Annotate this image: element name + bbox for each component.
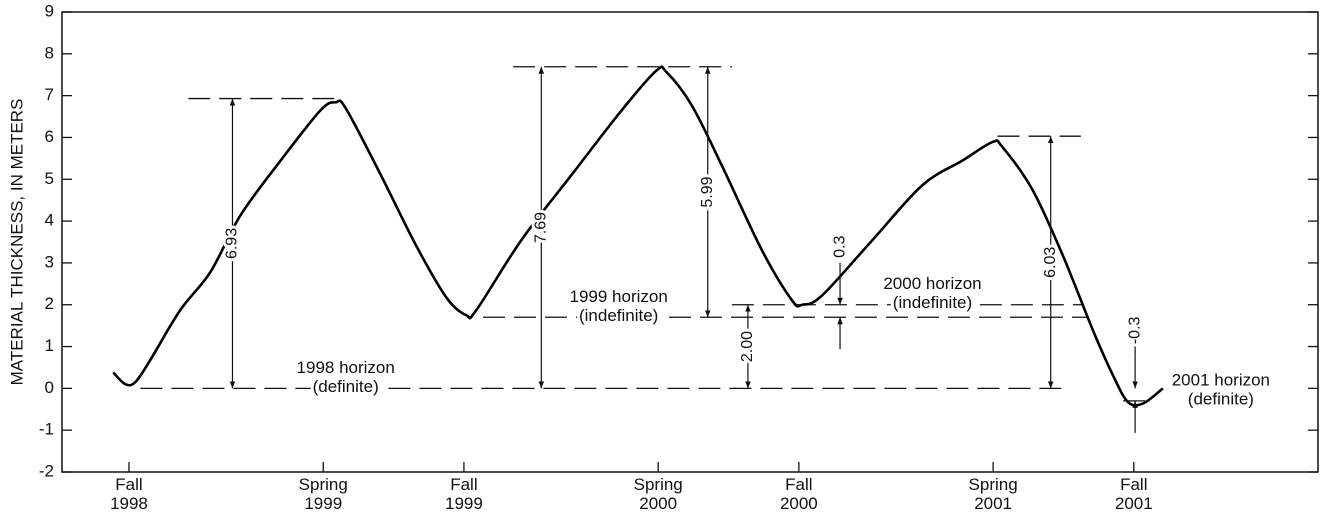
- measure-label: 7.69: [533, 212, 550, 243]
- measure-label: -0.3: [1126, 316, 1143, 344]
- y-tick-label: 3: [45, 252, 54, 271]
- measure-label: 2.00: [739, 331, 756, 362]
- horizon-label: 1998 horizon: [297, 358, 395, 377]
- y-tick-label: 2: [45, 294, 54, 313]
- x-tick-label: Fall 2000: [780, 475, 818, 513]
- horizon-label: (definite): [313, 377, 379, 396]
- y-tick-label: -2: [39, 461, 54, 480]
- measure-label: 0.3: [831, 236, 848, 258]
- y-tick-label: 9: [45, 1, 54, 20]
- y-tick-label: 0: [45, 378, 54, 397]
- y-tick-label: 7: [45, 85, 54, 104]
- y-tick-label: 5: [45, 169, 54, 188]
- horizon-label: (indefinite): [579, 306, 658, 325]
- x-tick-label: Fall 1998: [110, 475, 148, 513]
- y-tick-label: -1: [39, 420, 54, 439]
- horizon-label: 2000 horizon: [883, 274, 981, 293]
- measure-label: 6.03: [1042, 247, 1059, 278]
- measure-label: 5.99: [699, 176, 716, 207]
- plot-frame: [61, 11, 1319, 473]
- y-tick-label: 8: [45, 43, 54, 62]
- horizon-label: (indefinite): [893, 293, 972, 312]
- x-tick-label: Spring 2000: [634, 475, 683, 513]
- horizon-label: 1999 horizon: [570, 287, 668, 306]
- horizon-label: 2001 horizon: [1172, 370, 1270, 389]
- x-tick-label: Spring 2001: [969, 475, 1018, 513]
- measure-label: 6.93: [224, 228, 241, 259]
- x-tick-label: Spring 1999: [299, 475, 348, 513]
- y-tick-label: 6: [45, 127, 54, 146]
- horizon-label: (definite): [1188, 389, 1254, 408]
- x-tick-label: Fall 2001: [1115, 475, 1153, 513]
- y-axis-label: MATERIAL THICKNESS, IN METERS: [7, 99, 26, 386]
- thickness-line: [112, 65, 1164, 407]
- y-tick-label: 1: [45, 336, 54, 355]
- x-tick-label: Fall 1999: [445, 475, 483, 513]
- y-tick-label: 4: [45, 211, 54, 230]
